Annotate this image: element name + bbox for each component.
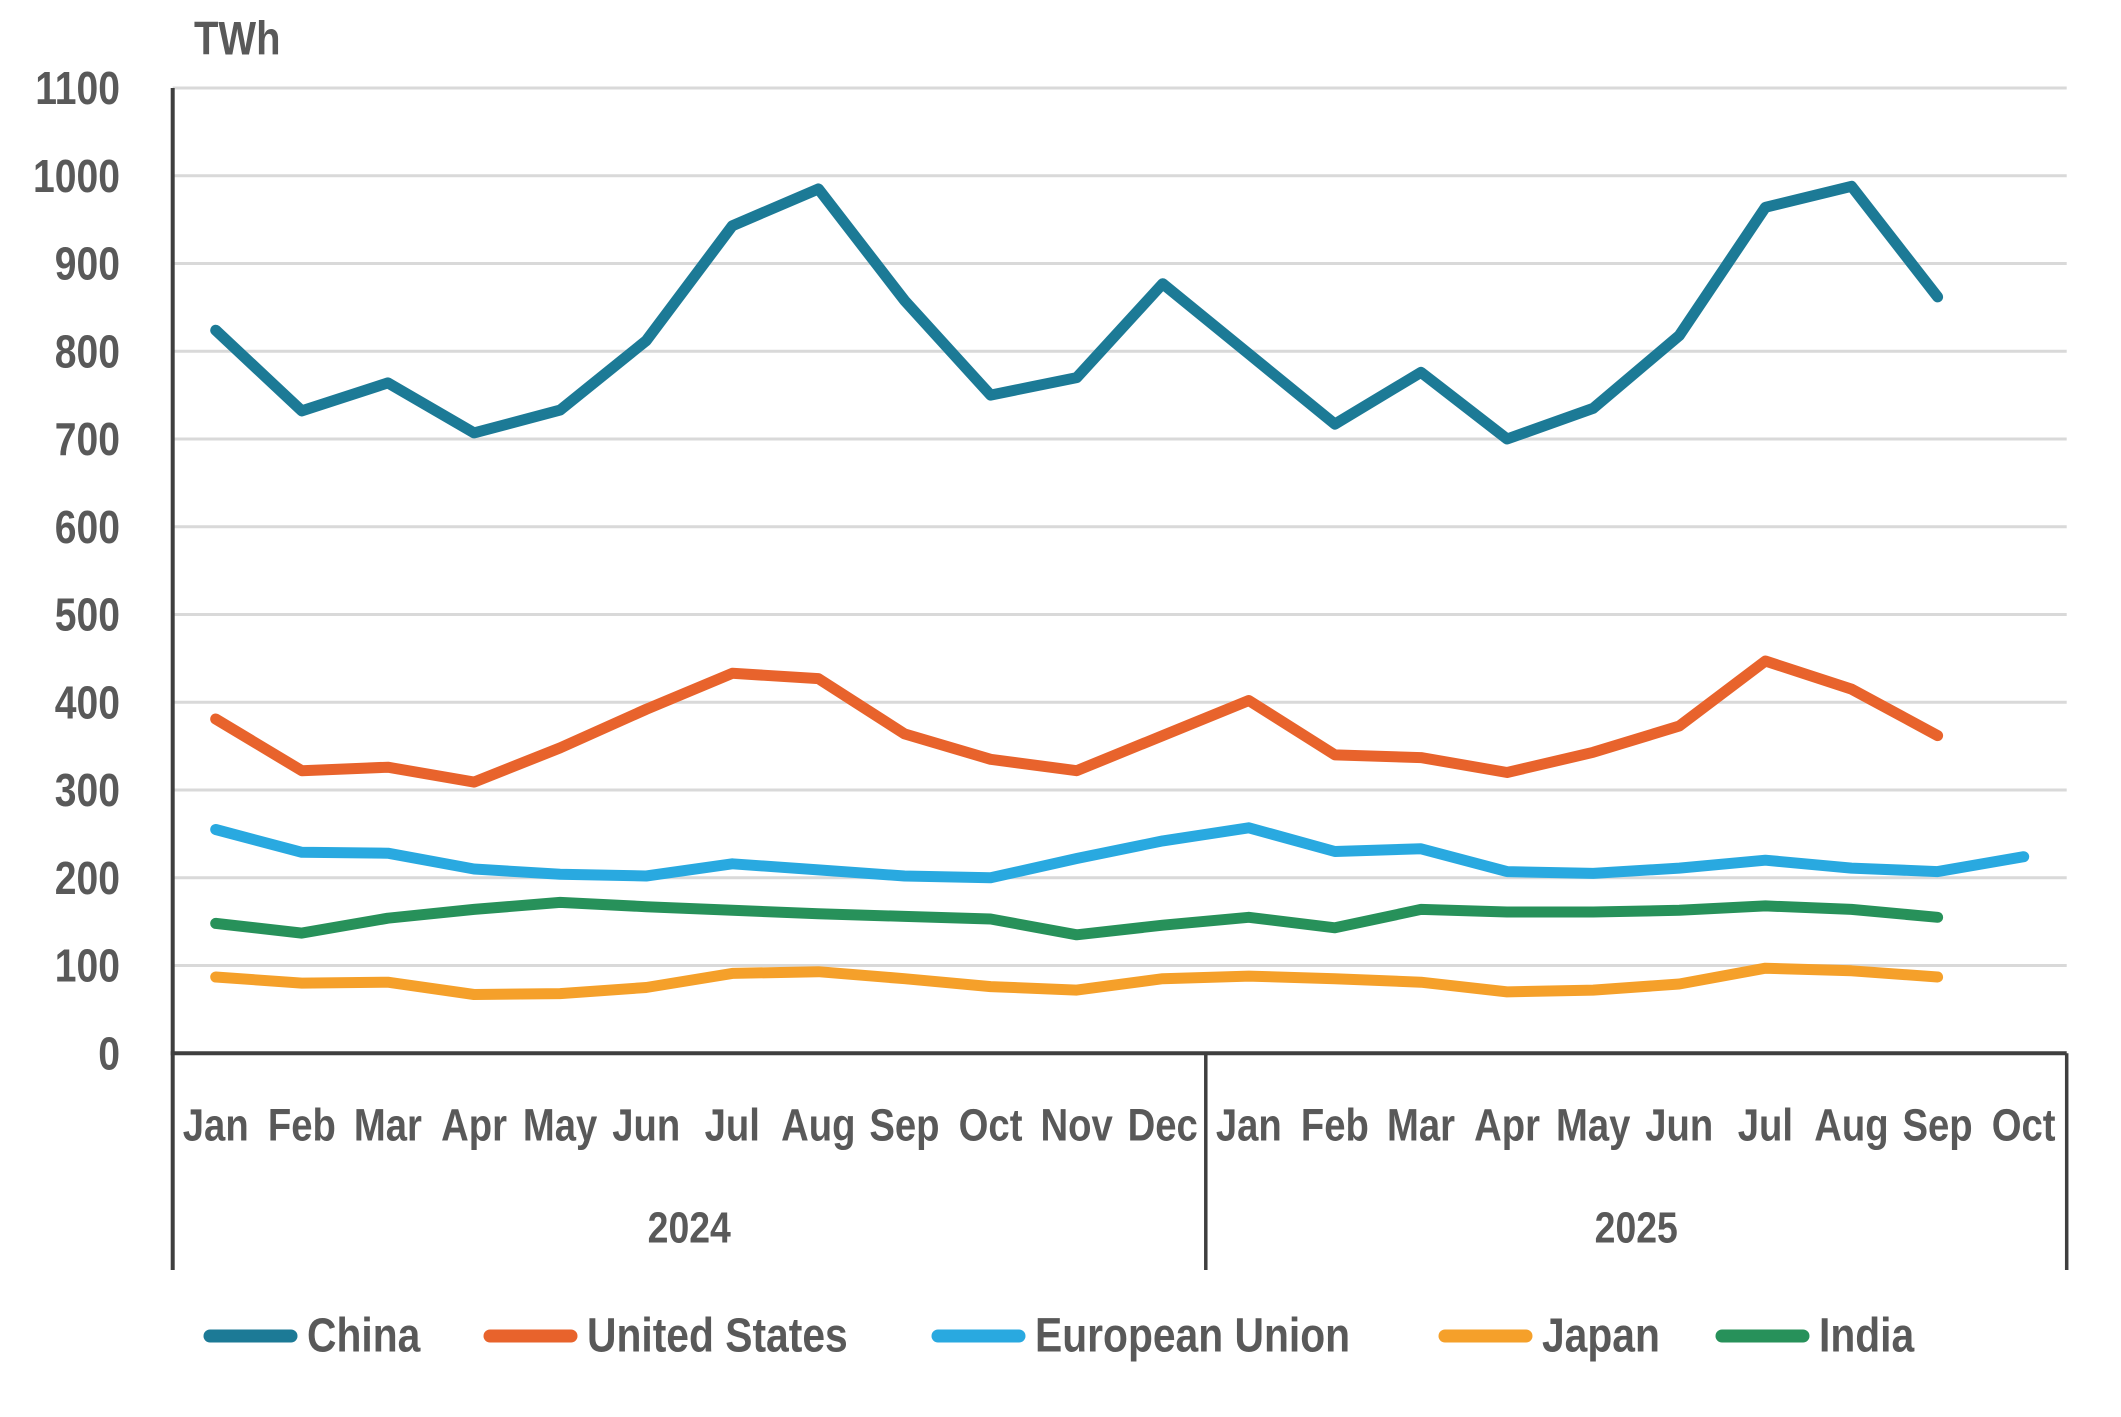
x-axis-month-label: Nov bbox=[1041, 1100, 1113, 1151]
x-axis-month-label: May bbox=[523, 1100, 597, 1151]
series-line-united-states bbox=[210, 655, 1944, 788]
x-axis-month-label: May bbox=[1556, 1100, 1630, 1151]
x-axis-month-label: Sep bbox=[1902, 1100, 1972, 1151]
x-axis-month-label: Apr bbox=[441, 1100, 507, 1151]
x-axis-year-label: 2024 bbox=[648, 1204, 732, 1253]
x-axis-month-label: Mar bbox=[1387, 1100, 1455, 1151]
y-axis-tick-label: 100 bbox=[55, 940, 120, 992]
legend-label-united-states: United States bbox=[587, 1310, 848, 1363]
legend-label-european-union: European Union bbox=[1035, 1310, 1350, 1363]
y-axis-tick-label: 0 bbox=[98, 1027, 120, 1079]
y-axis-tick-label: 800 bbox=[55, 325, 120, 377]
y-axis-tick-label: 1000 bbox=[33, 150, 120, 202]
x-axis-month-label: Jun bbox=[612, 1100, 680, 1151]
x-axis-month-label: Apr bbox=[1474, 1100, 1540, 1151]
y-axis-tick-label: 500 bbox=[55, 589, 120, 641]
y-axis-tick-label: 900 bbox=[55, 238, 120, 290]
x-axis-month-label: Jan bbox=[1216, 1100, 1282, 1151]
x-axis-month-label: Feb bbox=[1301, 1100, 1369, 1151]
series-line-china bbox=[210, 180, 1944, 445]
x-axis-month-label: Dec bbox=[1128, 1100, 1198, 1151]
x-axis-month-label: Jul bbox=[1738, 1100, 1793, 1151]
x-axis-month-label: Feb bbox=[268, 1100, 336, 1151]
y-axis-tick-label: 300 bbox=[55, 764, 120, 816]
legend-label-india: India bbox=[1819, 1310, 1914, 1363]
x-axis-month-label: Jun bbox=[1645, 1100, 1713, 1151]
series-line-india bbox=[210, 896, 1944, 941]
series-line-european-union bbox=[210, 822, 2030, 884]
x-axis-month-label: Jul bbox=[705, 1100, 760, 1151]
y-axis-tick-label: 200 bbox=[55, 852, 120, 904]
y-axis-tick-label: 700 bbox=[55, 413, 120, 465]
x-axis-month-label: Oct bbox=[1992, 1100, 2056, 1151]
y-axis-unit-label: TWh bbox=[194, 12, 281, 65]
x-axis-month-label: Mar bbox=[354, 1100, 422, 1151]
x-axis-month-label: Sep bbox=[869, 1100, 939, 1151]
x-axis-month-label: Oct bbox=[959, 1100, 1023, 1151]
x-axis-month-label: Aug bbox=[781, 1100, 855, 1151]
y-axis-tick-label: 1100 bbox=[35, 62, 120, 114]
series-line-japan bbox=[210, 962, 1944, 1000]
x-axis-month-label: Aug bbox=[1814, 1100, 1888, 1151]
x-axis-month-label: Jan bbox=[183, 1100, 249, 1151]
y-axis-tick-label: 400 bbox=[55, 676, 120, 728]
legend-label-china: China bbox=[307, 1310, 421, 1363]
legend-label-japan: Japan bbox=[1542, 1310, 1660, 1363]
y-axis-tick-label: 600 bbox=[55, 501, 120, 553]
x-axis-year-label: 2025 bbox=[1595, 1204, 1678, 1253]
